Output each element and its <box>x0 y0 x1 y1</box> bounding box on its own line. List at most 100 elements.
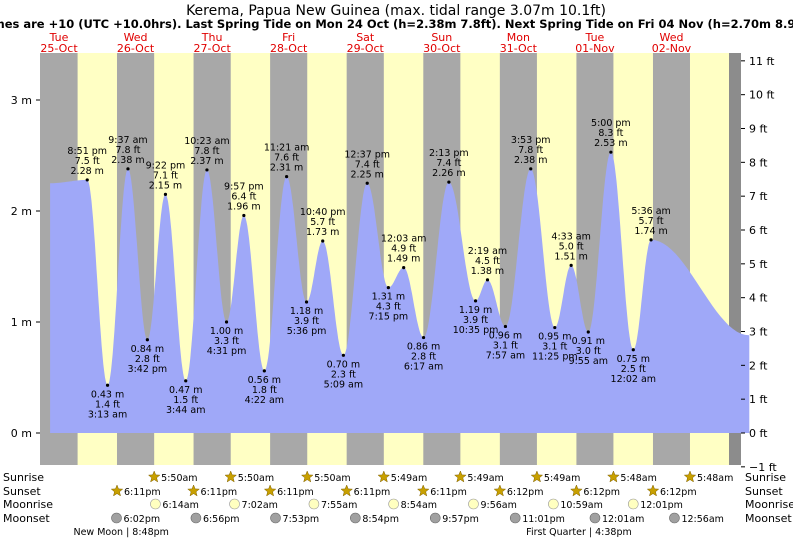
axes: 0 m 1 m 2 m 3 m −1 ft 0 ft 1 ft 2 ft 3 ft 4 ft 5 f… <box>11 55 778 474</box>
moonset-time: 7:53pm <box>283 514 320 525</box>
chart-subtitle: Times are +10 (UTC +10.0hrs). Last Sprin… <box>0 17 793 31</box>
right-tick-label: 3 ft <box>749 326 768 339</box>
low-tide-label: 5:36 pm <box>287 326 327 337</box>
low-tide-label: 1.19 m <box>459 305 492 316</box>
sunrise-time: 5:50am <box>314 473 350 484</box>
high-tide-label: 9:37 am <box>108 135 147 146</box>
low-tide-label: 6:17 am <box>404 362 443 373</box>
day-weekday-label: Wed <box>124 31 148 44</box>
moonrise-icon <box>150 498 161 510</box>
low-tide-label: 0.91 m <box>572 336 605 347</box>
high-tide-label: 11:21 am <box>264 143 309 154</box>
moonset-time: 6:56pm <box>203 514 240 525</box>
low-tide-label: 2.8 ft <box>135 354 160 365</box>
moonrise-time: 8:54am <box>401 500 437 511</box>
day-labels: Tue25-OctWed26-OctThu27-OctFri28-OctSat2… <box>40 31 691 55</box>
high-tide-label: 7.8 ft <box>194 146 219 157</box>
high-tide-label: 4.5 ft <box>475 256 500 267</box>
low-tide-label: 3:44 am <box>166 405 205 416</box>
moon-phase-label: New Moon | 8:48pm <box>73 527 168 538</box>
high-tide-point <box>85 178 89 182</box>
high-tide-label: 7.4 ft <box>436 158 461 169</box>
chart-title: Kerema, Papua New Guinea (max. tidal ran… <box>186 3 606 19</box>
high-tide-point <box>529 167 533 171</box>
sunset-time: 6:11pm <box>430 487 467 498</box>
row-label-left: Moonset <box>3 512 50 525</box>
moonrise-icon <box>229 498 240 510</box>
moon-phase-label: First Quarter | 4:38pm <box>526 527 632 538</box>
sunset-time: 6:12pm <box>507 487 544 498</box>
sunrise-time: 5:49am <box>391 473 427 484</box>
high-tide-label: 2.28 m <box>71 166 104 177</box>
high-tide-label: 1.96 m <box>227 201 260 212</box>
day-date-label: 28-Oct <box>270 42 308 55</box>
moonrise-time: 7:55am <box>321 500 357 511</box>
low-tide-point <box>586 330 590 334</box>
low-tide-label: 0.47 m <box>169 385 202 396</box>
right-tick-label: 8 ft <box>749 156 768 169</box>
high-tide-label: 12:03 am <box>381 234 426 245</box>
sunset-icon <box>646 484 660 497</box>
day-date-label: 30-Oct <box>423 42 461 55</box>
low-tide-label: 3.9 ft <box>463 315 488 326</box>
low-tide-label: 7:15 pm <box>369 312 409 323</box>
moonset-icon <box>509 512 521 524</box>
right-tick-label: 4 ft <box>749 292 768 305</box>
low-tide-point <box>386 285 390 290</box>
day-date-label: 31-Oct <box>500 42 538 55</box>
low-tide-label: 1.31 m <box>372 292 405 303</box>
high-tide-point <box>365 181 369 185</box>
tide-area <box>50 152 750 433</box>
low-tide-label: 0.95 m <box>538 332 571 343</box>
sunrise-icon <box>377 470 391 483</box>
high-tide-label: 2.31 m <box>270 163 303 174</box>
day-weekday-label: Sat <box>356 31 375 44</box>
moonrise-time: 12:01pm <box>640 500 683 511</box>
high-tide-label: 7.8 ft <box>518 145 543 156</box>
day-weekday-label: Fri <box>282 31 295 44</box>
moonrise-icon <box>388 498 399 510</box>
low-tide-label: 1.8 ft <box>252 385 277 396</box>
day-weekday-label: Mon <box>507 31 530 44</box>
sunrise-icon <box>607 470 620 483</box>
sunrise-icon <box>530 470 544 483</box>
sunrise-time: 5:48am <box>620 473 656 484</box>
row-label-right: Moonrise <box>745 498 793 511</box>
low-tide-label: 10:35 pm <box>453 325 499 336</box>
high-tide-label: 6.4 ft <box>231 191 256 202</box>
sunrise-icon <box>683 470 697 483</box>
day-date-label: 29-Oct <box>347 42 385 55</box>
moonset-time: 11:01pm <box>522 514 565 525</box>
moonrise-icon <box>468 498 479 510</box>
sunset-icon <box>570 484 583 497</box>
day-weekday-label: Tue <box>49 31 69 44</box>
low-tide-point <box>341 353 345 357</box>
high-tide-label: 4.9 ft <box>391 244 416 255</box>
row-label-left: Sunrise <box>3 471 44 484</box>
high-tide-point <box>285 174 289 179</box>
low-tide-point <box>553 325 557 330</box>
high-tide-label: 1.51 m <box>554 251 587 262</box>
low-tide-label: 7:57 am <box>486 350 525 361</box>
high-tide-label: 2.37 m <box>190 156 223 167</box>
low-tide-point <box>262 369 266 373</box>
high-tide-label: 7.8 ft <box>115 145 140 156</box>
sunrise-icon <box>300 470 314 483</box>
high-tide-point <box>447 180 451 184</box>
sunrise-time: 5:49am <box>544 473 580 484</box>
sunrise-time: 5:50am <box>161 473 197 484</box>
sunrise-icon <box>147 470 161 483</box>
high-tide-label: 8:51 pm <box>67 146 107 157</box>
high-tide-point <box>485 278 490 282</box>
row-label-right: Sunset <box>745 485 783 498</box>
low-tide-point <box>105 383 110 387</box>
moonset-icon <box>429 512 441 524</box>
low-tide-point <box>473 299 478 303</box>
high-tide-point <box>321 239 325 243</box>
low-tide-label: 1.4 ft <box>95 399 120 410</box>
right-tick-label: −1 ft <box>749 461 777 474</box>
moonset-icon <box>350 512 361 524</box>
high-tide-label: 8.3 ft <box>598 128 623 139</box>
right-tick-label: 6 ft <box>749 224 768 237</box>
